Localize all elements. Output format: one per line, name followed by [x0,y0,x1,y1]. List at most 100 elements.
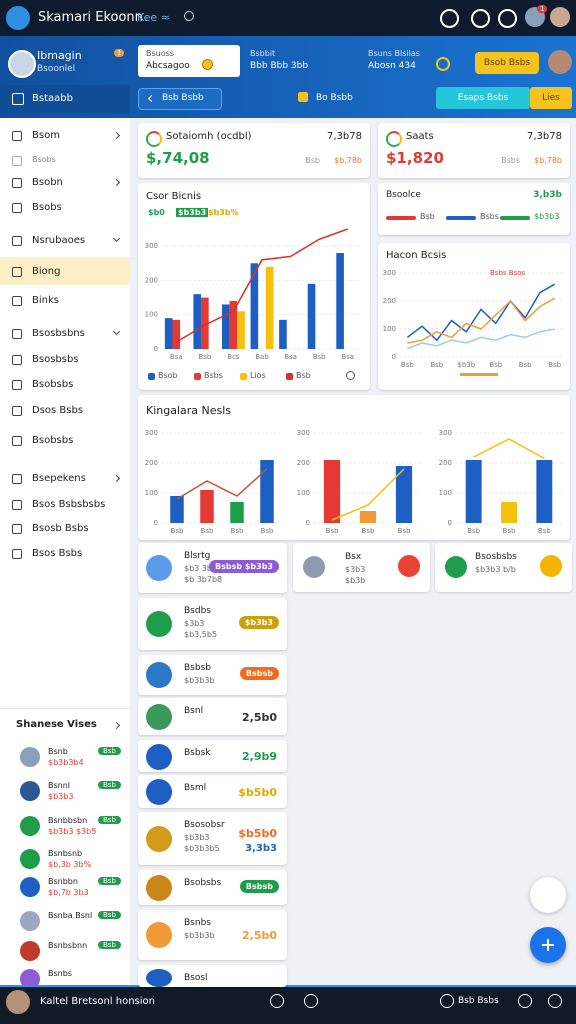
favorite-name[interactable]: Bsnbsbnn [48,941,88,950]
bar [265,266,274,349]
list-card[interactable]: Bsosobsr $b3b3 $b3b3b5 $b5b0 3,3b3 [138,812,287,865]
bar [465,460,482,523]
favorite-name[interactable]: Bsnbs [48,969,72,978]
list-card[interactable]: Bsobsbs Bsbsb [138,870,287,905]
list-card[interactable]: Bsbsk 2,9b9 [138,740,287,772]
menu-item[interactable]: Bsos Bsbs [32,548,83,559]
y-tick-label: 200 [145,459,158,467]
back-button[interactable] [138,88,222,110]
y-tick-label: 200 [297,459,310,467]
menu-item[interactable]: Bsosbsbs [32,354,79,365]
menu-icon [12,355,22,365]
icon-button[interactable] [498,9,517,28]
menu-item[interactable]: Dsos Bsbs [32,405,84,416]
list-card[interactable]: Bsbsb $b3b3b Bsbsb [138,655,287,695]
list-pill[interactable]: Bsbsb [239,879,279,893]
side-card[interactable]: Bsosbsbs $b3b3 b/b [435,543,572,592]
list-card[interactable]: Bsosl [138,965,287,987]
list-card[interactable]: Blsrtg $b3 3b5 $b 3b7b8 Bsbsb $b3b3 [138,543,287,593]
list-line: $b3b3 [184,833,210,842]
list-card[interactable]: Bsdbs $3b3 $b3,5b5 $b3b3 [138,598,287,650]
avatar[interactable] [548,50,572,74]
primary-button[interactable]: Esaps Bsbs [436,87,530,109]
section-title: Kingalara Nesls [146,404,232,417]
menu-item[interactable]: Binks [32,295,59,306]
fab-secondary[interactable] [530,877,566,913]
icon-button[interactable] [518,994,532,1008]
filter-icon [298,92,308,102]
list-line: $b 3b7b8 [184,575,223,584]
icon-button[interactable] [440,9,459,28]
icon-button[interactable] [440,994,454,1008]
menu-item[interactable]: Biong [32,266,61,277]
legend-label[interactable]: Bsob [158,371,178,380]
legend-label[interactable]: Lios [250,371,266,380]
list-card[interactable]: Bsnl 2,5b0 [138,698,287,735]
favorite-value: $b3b3b4 [48,758,84,767]
list-card[interactable]: Bsml $b5b0 [138,775,287,808]
y-tick-label: 100 [145,489,158,497]
top-menu[interactable]: Kee ≈ [137,11,170,24]
list-title: Bsnbs [184,918,211,928]
favorite-name[interactable]: Bsnba Bsnl [48,911,93,920]
profile-avatar[interactable] [8,50,36,78]
list-title: Bsdbs [184,606,211,616]
bar [501,502,517,523]
menu-item[interactable]: Bsobsbs [32,435,74,446]
list-card[interactable]: Bsnbs $b3b3b 2,5b0 [138,910,287,960]
favorite-name[interactable]: Bsnbsnb [48,849,83,858]
logo[interactable] [6,6,30,30]
x-tick-label: Bsb [430,361,443,369]
favorite-name[interactable]: Bsnbbsbn [48,816,88,825]
list-pill[interactable]: Bsbsb $b3b3 [208,560,279,573]
menu-item[interactable]: Bsos Bsbsbsbs [32,499,106,510]
menu-item[interactable]: Bsobsbs [32,379,74,390]
legend-label[interactable]: Bsb [296,371,311,380]
menu-item[interactable]: Bsosb Bsbs [32,523,89,534]
list-pill[interactable]: Bsbsb [239,667,279,680]
filter-label[interactable]: Bo Bsbb [316,93,353,103]
user-icon[interactable] [184,11,194,21]
avatar[interactable] [6,990,30,1014]
favorite-name[interactable]: Bsnb [48,747,68,756]
header-card[interactable] [138,45,240,77]
progress-value: 3,b3b [533,190,562,200]
x-tick-label: Bsb [231,527,244,535]
stat-change: 7,3b78 [327,131,362,142]
header-card-value: Abcsagoo [146,61,190,71]
icon-button[interactable] [471,9,490,28]
legend-label[interactable]: Bsbs [204,371,223,380]
menu-item[interactable]: Bsom [32,130,60,141]
menu-item[interactable]: Bsobn [32,177,63,188]
menu-item[interactable]: Bsepekens [32,473,86,484]
bottom-status: Bsb Bsbs [458,996,499,1006]
header-button[interactable]: Bsob Bsbs [475,52,539,74]
bar [323,460,341,523]
list-icon [146,922,172,948]
favorite-name[interactable]: Bsnnl [48,781,71,790]
menu-item[interactable]: Bsobs [32,202,62,213]
menu-item[interactable]: Nsrubaoes [32,235,86,246]
menu-item[interactable]: Bsobs [32,155,56,164]
favorite-name[interactable]: Bsnbbn [48,877,78,886]
icon-button[interactable] [304,994,318,1008]
sidebar-title: Bstaabb [32,93,73,104]
stat-title: Sotaiomh (ocdbl) [166,131,252,142]
list-pill[interactable]: $b3b3 [238,616,279,629]
menu-icon [12,156,22,166]
menu-item[interactable]: Bsosbsbns [32,328,85,339]
legend-swatch [240,373,247,380]
list-title: Bsbsb [184,663,211,673]
y-tick-label: 200 [439,459,452,467]
list-value: $b5b0 [238,785,277,799]
side-card[interactable]: Bsx $3b3 $b3b [293,543,430,592]
search-icon[interactable] [346,371,355,380]
header-card-value: Bbb Bbb 3bb [250,61,309,71]
favorite-value: $b3b3 $3b5 [48,827,97,836]
icon-button[interactable] [548,994,562,1008]
avatar[interactable] [550,7,570,27]
bar [172,319,181,349]
secondary-button[interactable]: Lies [530,87,572,109]
icon-button[interactable] [270,994,284,1008]
fab-add[interactable] [530,927,566,963]
